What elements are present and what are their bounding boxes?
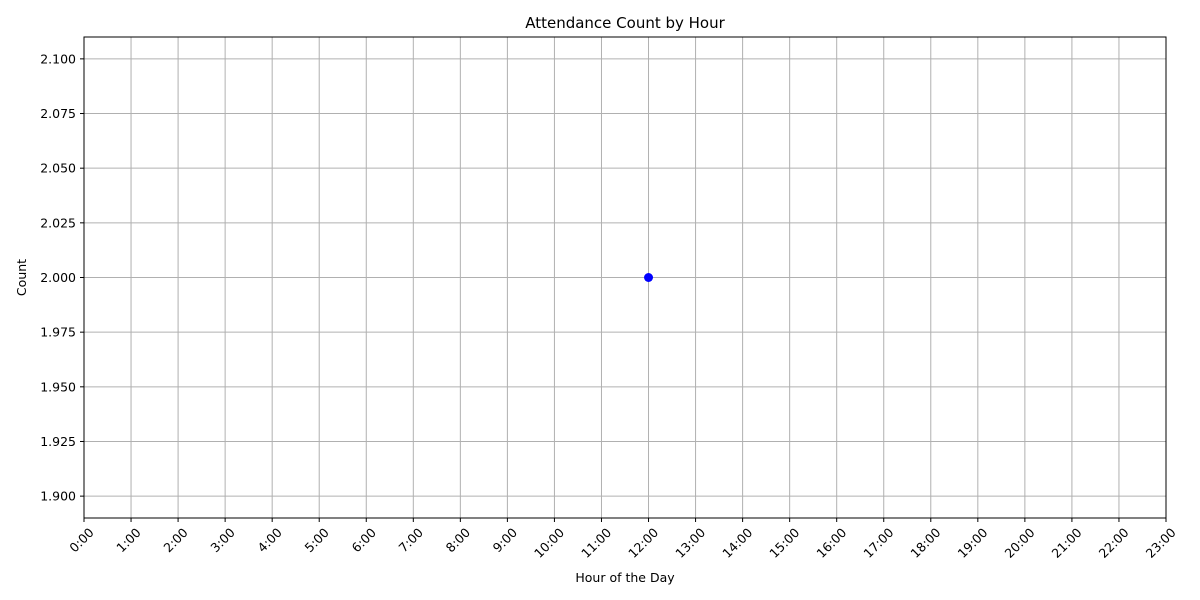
chart-title: Attendance Count by Hour [525,14,725,32]
y-tick-label: 1.950 [40,379,76,394]
x-tick-label: 1:00 [113,525,143,555]
x-tick-label: 2:00 [160,525,190,555]
data-point [644,273,654,282]
x-tick-label: 12:00 [625,525,661,561]
x-tick-label: 0:00 [66,525,96,555]
y-axis-title: Count [14,259,29,296]
y-tick-label: 1.900 [40,489,76,504]
x-tick-label: 4:00 [254,525,284,555]
y-tick-label: 1.975 [40,325,76,340]
x-tick-label: 23:00 [1143,525,1179,561]
grid [83,37,1167,518]
y-axis: 1.900 1.925 1.950 1.975 2.000 2.025 2.050 2.075… [40,51,84,504]
x-tick-label: 7:00 [396,525,426,555]
x-tick-label: 18:00 [907,525,943,561]
x-tick-label: 20:00 [1002,525,1038,561]
x-tick-label: 16:00 [813,525,849,561]
x-tick-label: 8:00 [443,525,473,555]
x-tick-label: 5:00 [301,525,331,555]
x-tick-label: 19:00 [954,525,990,561]
x-tick-label: 14:00 [719,525,755,561]
x-tick-label: 13:00 [672,525,708,561]
x-tick-label: 21:00 [1049,525,1085,561]
x-tick-label: 3:00 [207,525,237,555]
y-tick-label: 2.050 [40,161,76,176]
series-layer [644,273,654,282]
x-axis-title: Hour of the Day [575,570,675,585]
y-tick-label: 2.100 [40,51,76,66]
x-tick-label: 6:00 [349,525,379,555]
x-tick-label: 11:00 [578,525,614,561]
y-tick-label: 2.025 [40,215,76,230]
y-tick-label: 2.075 [40,106,76,121]
x-tick-label: 9:00 [490,525,520,555]
x-tick-label: 22:00 [1096,525,1132,561]
x-axis: 0:00 1:00 2:00 3:00 4:00 5:00 6:00 7:00 8:00 9:00… [66,518,1179,561]
x-tick-label: 17:00 [860,525,896,561]
x-tick-label: 15:00 [766,525,802,561]
y-tick-label: 1.925 [40,434,76,449]
y-tick-label: 2.000 [40,270,76,285]
x-tick-label: 10:00 [531,525,567,561]
